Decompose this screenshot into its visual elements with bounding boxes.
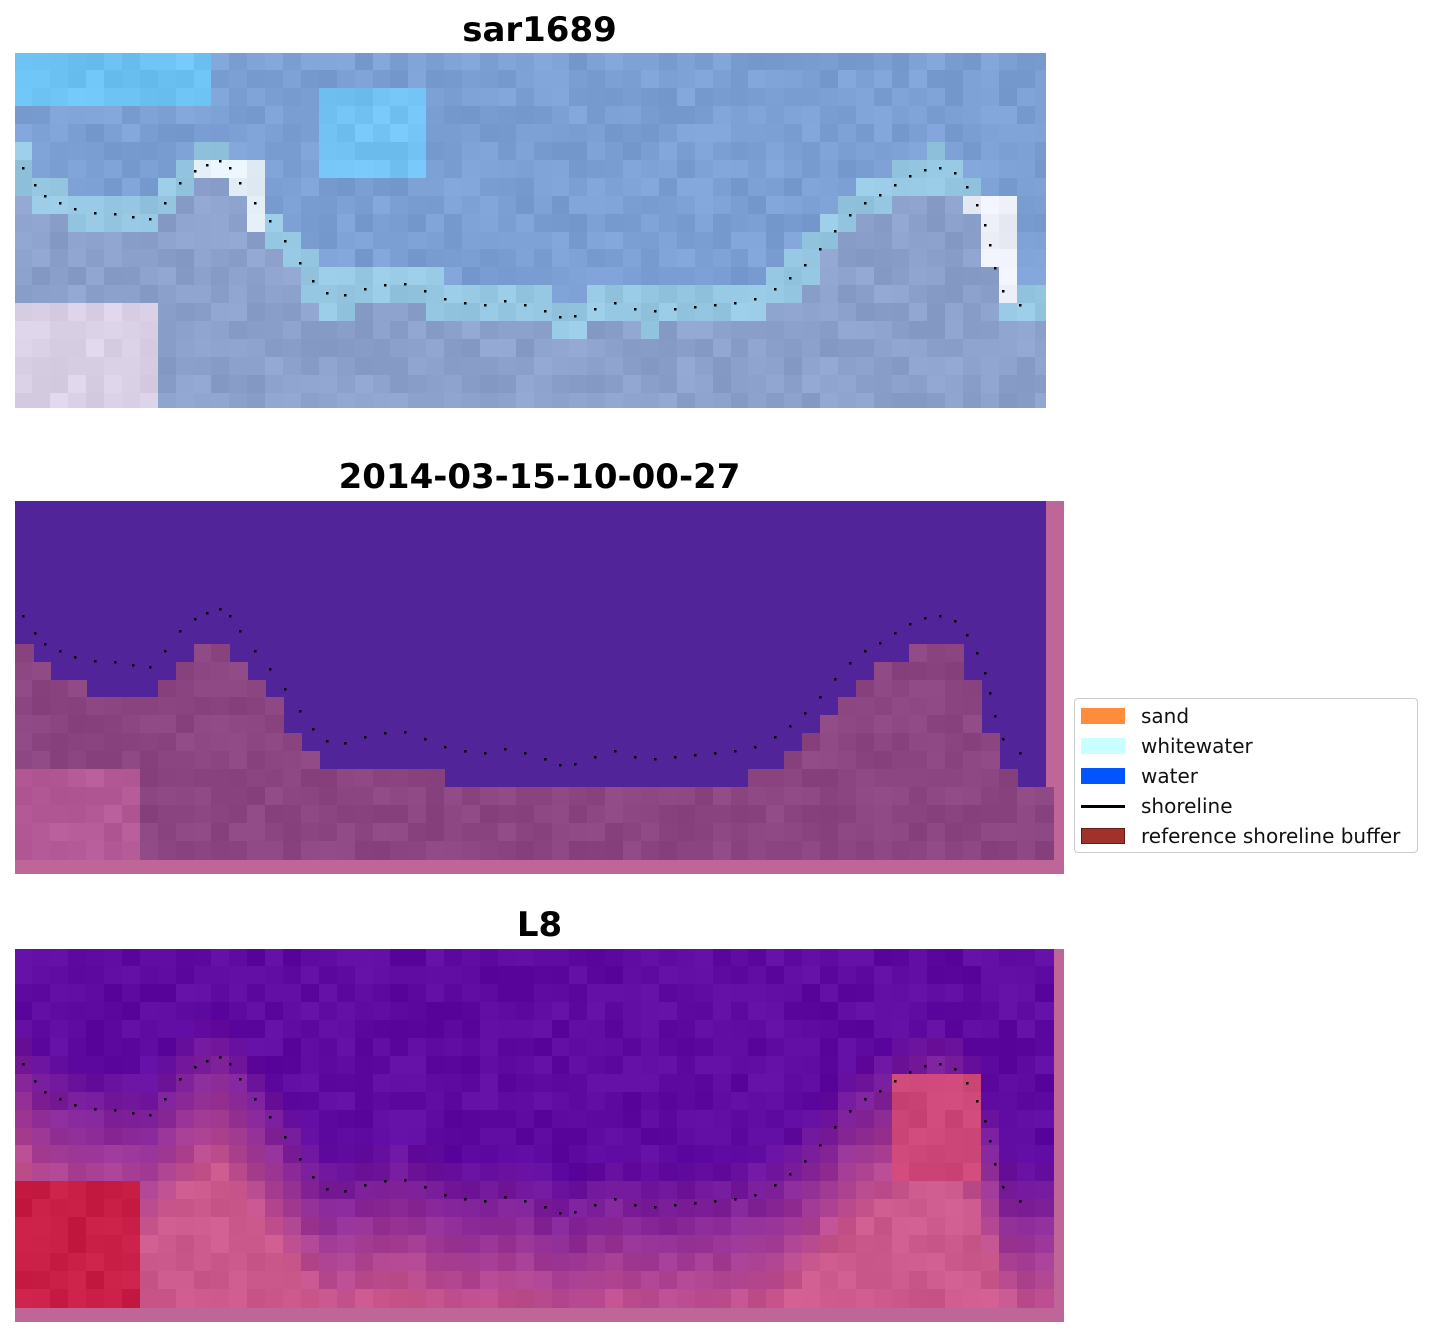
classified-image bbox=[15, 501, 1064, 874]
water-index-image bbox=[15, 949, 1064, 1322]
legend-item-shoreline: shoreline bbox=[1081, 792, 1233, 820]
rgb-satellite-image bbox=[15, 53, 1046, 408]
panel-title-rgb: sar1689 bbox=[462, 10, 617, 50]
legend-swatch-reference-buffer bbox=[1081, 828, 1125, 844]
legend-label-whitewater: whitewater bbox=[1141, 734, 1253, 758]
rgb-image-panel bbox=[15, 53, 1046, 408]
legend-swatch-water bbox=[1081, 768, 1125, 784]
panel-title-index: L8 bbox=[516, 905, 563, 945]
legend-swatch-whitewater bbox=[1081, 738, 1125, 754]
legend-item-water: water bbox=[1081, 762, 1198, 790]
index-image-panel bbox=[15, 949, 1064, 1322]
legend-label-shoreline: shoreline bbox=[1141, 794, 1233, 818]
legend: sand whitewater water shoreline referenc… bbox=[1074, 698, 1418, 853]
legend-swatch-sand bbox=[1081, 708, 1125, 724]
panel-title-classified: 2014-03-15-10-00-27 bbox=[338, 457, 741, 497]
legend-swatch-shoreline bbox=[1081, 804, 1125, 808]
legend-item-whitewater: whitewater bbox=[1081, 732, 1253, 760]
legend-item-reference-buffer: reference shoreline buffer bbox=[1081, 822, 1400, 850]
classified-image-panel bbox=[15, 501, 1064, 874]
legend-label-water: water bbox=[1141, 764, 1198, 788]
legend-label-reference-buffer: reference shoreline buffer bbox=[1141, 824, 1401, 848]
legend-item-sand: sand bbox=[1081, 702, 1189, 730]
legend-label-sand: sand bbox=[1141, 704, 1190, 728]
